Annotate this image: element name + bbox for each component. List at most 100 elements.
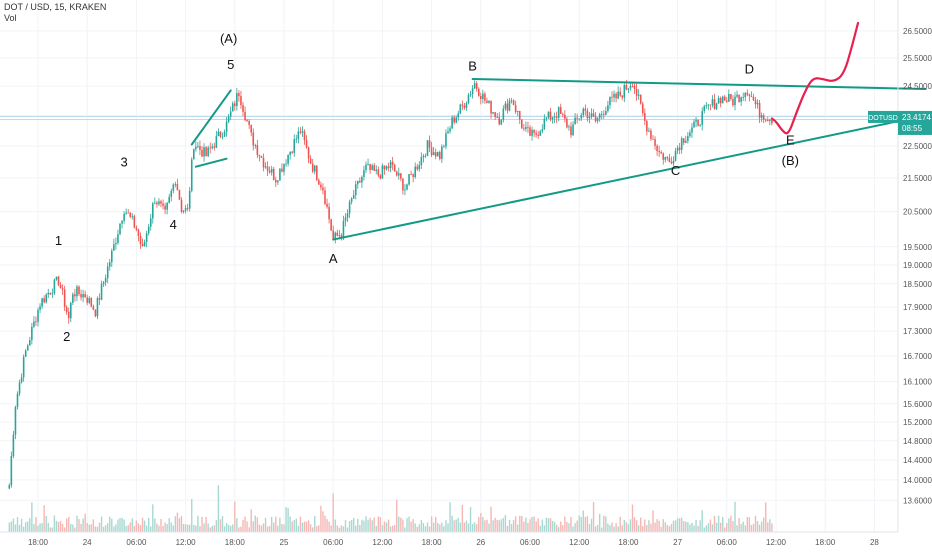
candle-body — [20, 377, 23, 383]
candle-body — [301, 131, 304, 133]
volume-bar — [758, 524, 761, 532]
candle-body — [266, 166, 269, 171]
volume-bar — [61, 523, 64, 532]
candle-body — [436, 151, 439, 157]
candle-body — [740, 97, 742, 102]
volume-bar — [482, 517, 484, 532]
volume-bar — [488, 523, 490, 532]
volume-bar — [666, 524, 669, 532]
candle-body — [379, 175, 382, 179]
volume-bar — [558, 527, 560, 532]
volume-bar — [326, 519, 328, 532]
volume-bar — [476, 524, 478, 532]
volume-bar — [398, 516, 400, 532]
candle-body — [475, 83, 478, 89]
candle-body — [418, 165, 421, 170]
volume-bar — [748, 517, 751, 532]
volume-bar — [473, 522, 476, 532]
volume-bar — [283, 524, 285, 532]
volume-bar — [726, 523, 728, 532]
candle-body — [108, 262, 111, 267]
candle-body — [354, 184, 357, 196]
candle-body — [512, 100, 515, 106]
candle-body — [18, 382, 21, 394]
candle-body — [201, 149, 203, 157]
candle-body — [53, 279, 56, 294]
candle-body — [100, 284, 103, 300]
volume-bar — [148, 517, 150, 532]
volume-bar — [350, 519, 353, 532]
volume-bar — [432, 522, 435, 532]
candle-body — [94, 309, 97, 317]
candle-body — [156, 202, 158, 205]
volume-bar — [537, 518, 539, 532]
volume-bar — [752, 524, 755, 532]
volume-bar — [57, 521, 60, 532]
candle-body — [603, 113, 605, 115]
candle-body — [254, 145, 257, 146]
candle-body — [299, 131, 302, 133]
candle-body — [92, 306, 95, 310]
volume-bar — [383, 521, 386, 532]
candle-body — [611, 96, 613, 98]
candle-body — [67, 311, 70, 319]
candle-body — [609, 96, 611, 106]
volume-bar — [471, 523, 474, 532]
volume-bar — [453, 520, 455, 532]
volume-bar — [314, 515, 316, 532]
wave-label: 1 — [55, 233, 62, 248]
candle-body — [238, 93, 240, 97]
volume-bar — [424, 526, 427, 532]
volume-bar — [547, 518, 550, 532]
volume-bar — [617, 526, 619, 532]
volume-bar — [728, 518, 730, 532]
candle-body — [305, 140, 308, 148]
volume-bar — [256, 517, 259, 532]
volume-bar — [27, 521, 29, 532]
volume-bar — [318, 525, 320, 532]
volume-bar — [504, 514, 507, 532]
volume-bar — [642, 526, 644, 532]
lower-triangle-line — [332, 114, 927, 241]
x-tick-label: 18:00 — [422, 538, 443, 547]
volume-bar — [301, 522, 304, 532]
volume-bar — [410, 521, 412, 532]
candle-body — [313, 165, 316, 172]
candle-body — [33, 321, 35, 327]
candle-body — [275, 179, 277, 183]
volume-bar — [676, 518, 679, 532]
volume-bar — [191, 499, 193, 532]
candle-body — [615, 93, 617, 99]
volume-bar — [601, 527, 603, 532]
volume-bar — [18, 524, 21, 532]
volume-bar — [644, 519, 646, 532]
candle-body — [221, 136, 224, 138]
volume-bar — [539, 525, 541, 532]
candle-body — [258, 154, 261, 157]
candle-body — [377, 169, 380, 176]
volume-bar — [465, 520, 468, 532]
candle-body — [359, 180, 361, 183]
candle-body — [8, 485, 11, 489]
volume-bar — [699, 520, 701, 532]
projection-layer — [770, 21, 860, 135]
candle-body — [186, 208, 189, 209]
candle-body — [404, 189, 406, 191]
volume-bar — [35, 517, 37, 532]
volume-bar — [672, 520, 675, 532]
volume-bar — [506, 525, 509, 532]
candle-body — [184, 208, 187, 211]
candle-body — [682, 138, 685, 143]
candle-body — [203, 147, 205, 157]
volume-bar — [94, 526, 97, 532]
volume-bar — [586, 516, 589, 532]
volume-bar — [662, 519, 664, 532]
y-tick-label: 21.5000 — [903, 174, 932, 183]
volume-bar — [88, 524, 90, 532]
volume-bar — [359, 524, 361, 532]
wave-label: 2 — [63, 329, 70, 344]
candle-body — [652, 138, 654, 140]
volume-bar — [428, 526, 431, 532]
candle-body — [303, 131, 306, 141]
